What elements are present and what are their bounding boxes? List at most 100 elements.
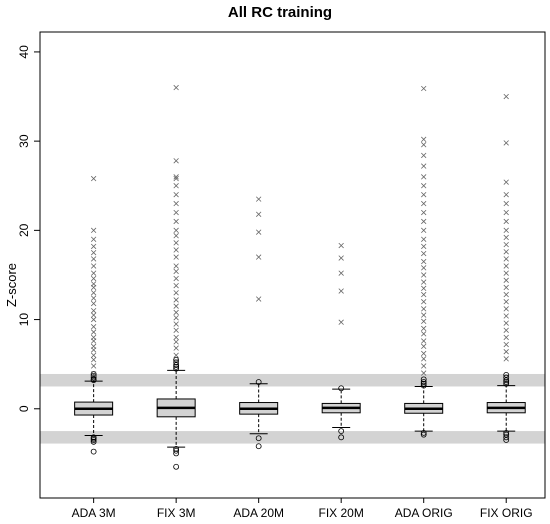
extreme-point bbox=[503, 356, 509, 362]
extreme-point bbox=[90, 249, 97, 256]
plot-area bbox=[74, 84, 526, 470]
outlier-point bbox=[173, 450, 180, 457]
extreme-point bbox=[503, 270, 509, 276]
extreme-point bbox=[173, 227, 179, 234]
extreme-point bbox=[503, 291, 509, 298]
outlier-point bbox=[90, 371, 97, 377]
extreme-point bbox=[503, 299, 509, 305]
extreme-point bbox=[503, 320, 509, 326]
extreme-point bbox=[173, 174, 179, 180]
extreme-point bbox=[173, 183, 179, 189]
y-tick-label: 40 bbox=[17, 45, 31, 59]
extreme-point bbox=[503, 277, 509, 283]
outlier-point bbox=[90, 448, 97, 455]
outlier-point bbox=[173, 356, 180, 363]
extreme-point bbox=[90, 357, 97, 363]
extreme-point bbox=[421, 363, 427, 369]
outlier-point bbox=[90, 437, 97, 443]
x-tick-label: FIX 20M bbox=[319, 506, 364, 520]
x-tick-label: ADA 3M bbox=[72, 506, 116, 520]
extreme-point bbox=[90, 316, 97, 323]
extreme-point bbox=[173, 339, 179, 345]
extreme-point bbox=[421, 291, 427, 298]
extreme-point bbox=[421, 272, 427, 278]
extreme-point bbox=[421, 343, 427, 350]
extreme-point bbox=[421, 142, 427, 148]
extreme-point bbox=[173, 247, 179, 253]
extreme-point bbox=[90, 175, 97, 182]
extreme-point bbox=[503, 313, 509, 319]
outlier-point bbox=[503, 379, 510, 385]
outlier-point bbox=[173, 463, 180, 470]
y-tick-label: 10 bbox=[17, 313, 31, 327]
reference-band-1 bbox=[40, 431, 545, 444]
outlier-point bbox=[420, 429, 427, 436]
extreme-point bbox=[90, 243, 97, 250]
extreme-point bbox=[503, 284, 509, 291]
extreme-point bbox=[173, 268, 179, 275]
extreme-point bbox=[173, 303, 179, 309]
extreme-point bbox=[421, 299, 427, 305]
extreme-point bbox=[90, 307, 97, 314]
extreme-point bbox=[173, 254, 179, 260]
y-axis-label: Z-score bbox=[4, 263, 19, 307]
reference-band-0 bbox=[40, 373, 545, 387]
extreme-point bbox=[503, 200, 509, 207]
box-1 bbox=[156, 84, 196, 470]
extreme-point bbox=[173, 263, 179, 269]
extreme-point bbox=[421, 258, 427, 265]
extreme-point bbox=[255, 254, 262, 260]
chart-title: All RC training bbox=[228, 4, 332, 21]
outlier-point bbox=[173, 447, 180, 454]
extreme-point bbox=[421, 279, 427, 285]
outlier-point bbox=[503, 429, 510, 436]
extreme-point bbox=[173, 297, 179, 303]
extreme-point bbox=[421, 312, 427, 318]
extreme-point bbox=[421, 356, 427, 362]
extreme-point bbox=[173, 84, 179, 91]
outlier-point bbox=[255, 435, 262, 442]
outlier-point bbox=[173, 365, 180, 372]
box-0 bbox=[74, 175, 114, 455]
extreme-point bbox=[255, 296, 262, 302]
extreme-point bbox=[503, 334, 509, 341]
extreme-point bbox=[421, 209, 427, 216]
extreme-point bbox=[173, 327, 179, 333]
extreme-point bbox=[173, 345, 179, 351]
extreme-point bbox=[173, 275, 179, 282]
outlier-point bbox=[420, 379, 427, 385]
extreme-point bbox=[503, 241, 509, 248]
y-axis: 0 10 20 30 40 bbox=[17, 45, 40, 412]
outlier-point bbox=[173, 359, 180, 366]
extreme-point bbox=[90, 329, 97, 335]
extreme-point bbox=[90, 324, 97, 330]
extreme-point bbox=[503, 256, 509, 262]
extreme-point bbox=[173, 309, 179, 316]
box-4 bbox=[404, 85, 444, 438]
y-tick-label: 20 bbox=[17, 223, 31, 237]
outlier-point bbox=[338, 428, 345, 434]
extreme-point bbox=[421, 338, 427, 344]
extreme-point bbox=[503, 93, 509, 100]
extreme-point bbox=[421, 200, 427, 207]
reference-bands bbox=[40, 373, 545, 444]
extreme-point bbox=[503, 249, 509, 255]
y-tick-label: 0 bbox=[17, 405, 31, 412]
extreme-point bbox=[173, 218, 179, 225]
box-3 bbox=[321, 242, 361, 441]
outlier-point bbox=[90, 374, 97, 381]
outlier-point bbox=[503, 374, 510, 381]
outlier-point bbox=[503, 434, 510, 441]
extreme-point bbox=[90, 300, 97, 307]
extreme-point bbox=[90, 363, 97, 369]
extreme-point bbox=[338, 288, 344, 294]
extreme-point bbox=[503, 140, 509, 146]
extreme-point bbox=[90, 275, 97, 282]
outlier-point bbox=[420, 376, 427, 383]
extreme-point bbox=[421, 331, 427, 337]
extreme-point bbox=[421, 236, 427, 242]
extreme-point bbox=[421, 325, 427, 332]
extreme-point bbox=[90, 281, 97, 287]
extreme-point bbox=[421, 218, 427, 225]
